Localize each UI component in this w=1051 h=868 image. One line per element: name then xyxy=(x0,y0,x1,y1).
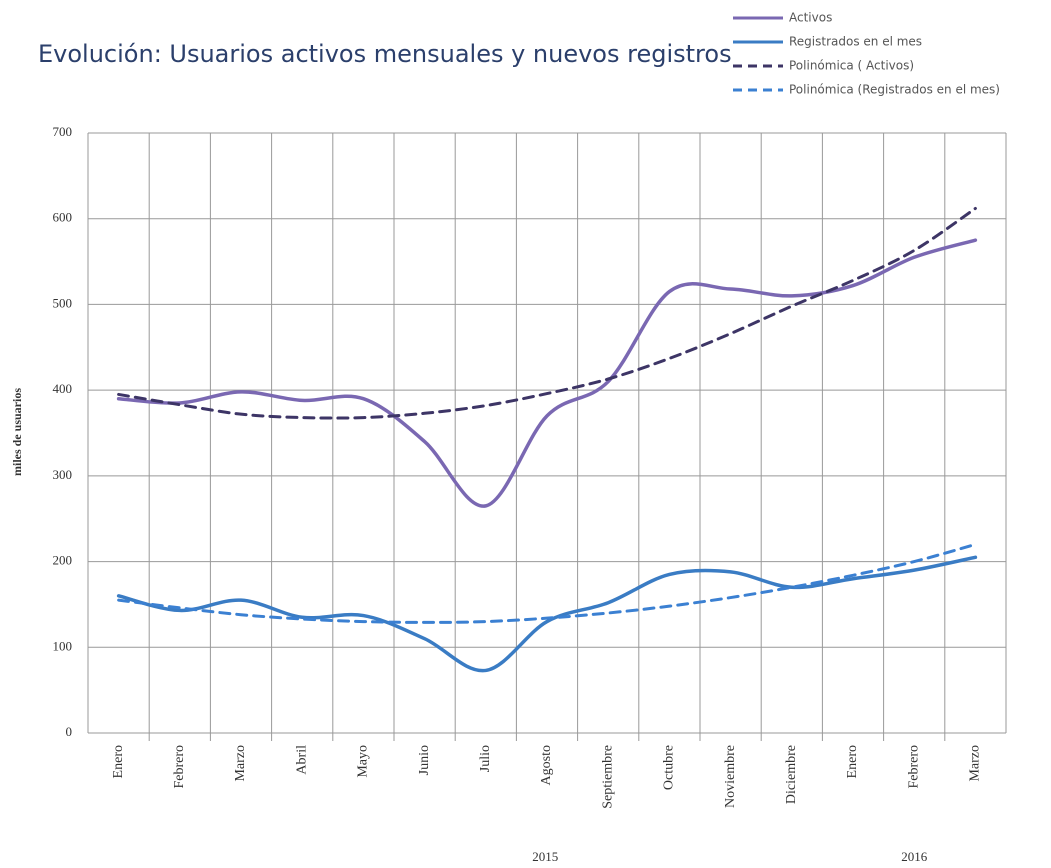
y-tick-label: 100 xyxy=(53,638,73,653)
x-tick-label: Diciembre xyxy=(784,745,799,804)
x-tick-label: Julio xyxy=(478,745,493,772)
chart-title: Evolución: Usuarios activos mensuales y … xyxy=(38,40,732,68)
year-label: 2016 xyxy=(901,849,928,864)
series-line xyxy=(117,206,977,420)
legend-label: Activos xyxy=(789,11,832,25)
x-tick-label: Marzo xyxy=(233,745,248,782)
y-tick-label: 0 xyxy=(66,724,73,739)
x-tick-label: Junio xyxy=(417,745,432,775)
x-tick-label: Agosto xyxy=(539,745,554,785)
series-line xyxy=(116,555,978,673)
x-tick-label: Febrero xyxy=(906,745,921,789)
x-tick-label: Enero xyxy=(845,745,860,778)
legend-label: Polinómica ( Activos) xyxy=(789,59,914,73)
x-tick-label: Mayo xyxy=(356,745,371,778)
x-tick-label: Septiembre xyxy=(600,745,615,809)
y-axis-label: miles de usuarios xyxy=(10,388,24,476)
year-label: 2015 xyxy=(532,849,558,864)
x-tick-label: Enero xyxy=(111,745,126,778)
y-tick-label: 400 xyxy=(53,381,73,396)
y-tick-label: 200 xyxy=(53,553,73,568)
x-tick-label: Febrero xyxy=(172,745,187,789)
y-tick-label: 300 xyxy=(53,467,73,482)
x-tick-label: Noviembre xyxy=(723,745,738,808)
y-tick-label: 500 xyxy=(53,295,73,310)
x-tick-label: Marzo xyxy=(968,745,983,782)
y-tick-label: 700 xyxy=(53,124,73,139)
x-tick-label: Octubre xyxy=(662,745,677,790)
y-tick-label: 600 xyxy=(53,210,73,225)
x-tick-label: Abril xyxy=(294,745,309,775)
series-line xyxy=(116,238,978,508)
legend-label: Polinómica (Registrados en el mes) xyxy=(789,83,1000,97)
legend-label: Registrados en el mes xyxy=(789,35,922,49)
series-line xyxy=(117,542,977,624)
